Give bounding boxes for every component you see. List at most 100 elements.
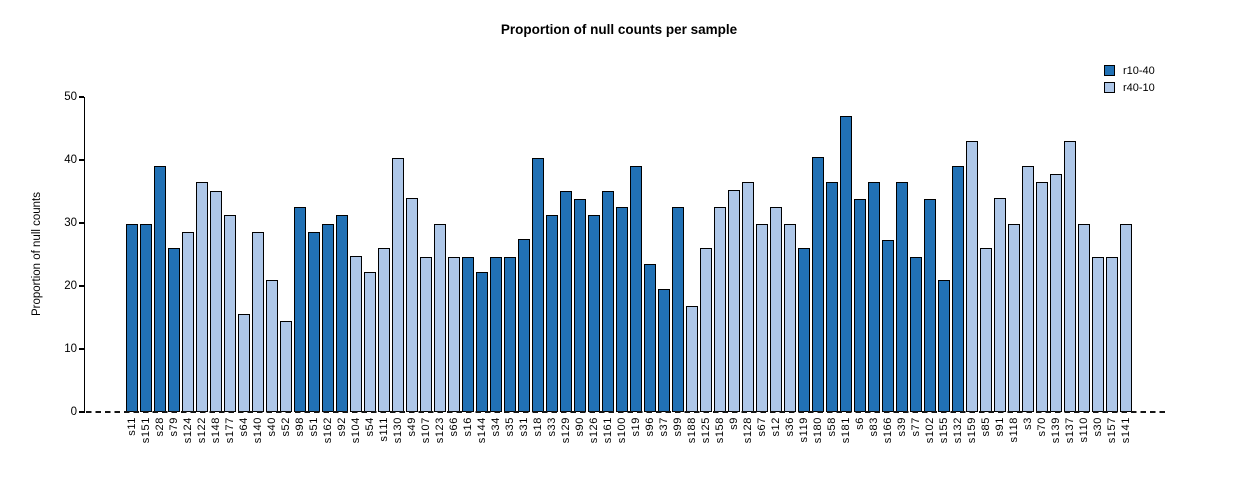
x-tick-label-s129: s129 xyxy=(559,417,572,444)
x-tick-label-s181: s181 xyxy=(839,417,852,444)
x-tick-label-s180: s180 xyxy=(811,417,824,444)
bar-s155 xyxy=(938,280,951,412)
bar-s31 xyxy=(518,239,531,412)
x-tick-label-s139: s139 xyxy=(1049,417,1062,444)
x-tick-label-s107: s107 xyxy=(419,417,432,444)
bar-s51 xyxy=(308,232,321,412)
bar-s159 xyxy=(966,141,979,412)
bar-s99 xyxy=(672,206,685,412)
y-tick-label: 40 xyxy=(64,154,77,166)
x-tick-label-s161: s161 xyxy=(601,417,614,444)
bar-s137 xyxy=(1064,141,1077,412)
bar-s181 xyxy=(840,115,853,412)
x-tick-label-s125: s125 xyxy=(699,417,712,444)
y-tick xyxy=(79,348,84,350)
y-tick-label: 10 xyxy=(64,343,77,355)
x-tick-label-s155: s155 xyxy=(937,417,950,444)
bar-s34 xyxy=(490,257,503,412)
x-tick-label-s51: s51 xyxy=(307,417,320,437)
bar-s125 xyxy=(700,247,713,412)
y-tick xyxy=(79,159,84,161)
bar-s139 xyxy=(1050,173,1063,412)
x-tick-label-s12: s12 xyxy=(769,417,782,437)
plot-area: 0 10 20 30 40 50 xyxy=(64,91,1166,418)
bar-s118 xyxy=(1008,223,1021,412)
x-tick-label-s104: s104 xyxy=(349,417,362,444)
bar-s158 xyxy=(714,206,727,412)
bar-s141 xyxy=(1120,223,1133,412)
x-tick-label-s110: s110 xyxy=(1077,417,1090,443)
bar-s35 xyxy=(504,257,517,412)
x-tick-label-s79: s79 xyxy=(167,417,180,437)
bar-s64 xyxy=(238,313,251,412)
bar-s129 xyxy=(560,190,573,412)
x-tick-label-s188: s188 xyxy=(685,417,698,444)
bar-s18 xyxy=(532,158,545,412)
x-tick-label-s70: s70 xyxy=(1035,417,1048,437)
legend-item-r40-10: r40-10 xyxy=(1104,79,1155,96)
bar-s83 xyxy=(868,182,881,412)
bar-s40 xyxy=(266,280,279,412)
bar-s37 xyxy=(658,288,671,412)
x-tick-label-s119: s119 xyxy=(797,417,810,443)
legend-label-r10-40: r10-40 xyxy=(1123,64,1155,77)
bar-s70 xyxy=(1036,182,1049,412)
bar-s188 xyxy=(686,305,699,412)
bar-s12 xyxy=(770,206,783,412)
bar-s16 xyxy=(462,257,475,412)
bar-s77 xyxy=(910,257,923,412)
x-tick-label-s123: s123 xyxy=(433,417,446,444)
x-tick-label-s158: s158 xyxy=(713,417,726,444)
bar-s39 xyxy=(896,182,909,412)
x-tick-label-s64: s64 xyxy=(237,417,250,437)
legend: r10-40 r40-10 xyxy=(1104,62,1155,96)
legend-label-r40-10: r40-10 xyxy=(1123,81,1155,94)
x-tick-label-s159: s159 xyxy=(965,417,978,444)
y-tick-label: 0 xyxy=(70,406,77,418)
bar-s140 xyxy=(252,232,265,412)
x-tick-label-s16: s16 xyxy=(461,417,474,437)
x-tick-label-s54: s54 xyxy=(363,417,376,437)
x-tick-label-s137: s137 xyxy=(1063,417,1076,444)
x-tick-label-s33: s33 xyxy=(545,417,558,437)
x-tick-label-s36: s36 xyxy=(783,417,796,437)
x-tick-label-s96: s96 xyxy=(643,417,656,437)
bar-s85 xyxy=(980,248,993,412)
bar-s58 xyxy=(826,182,839,412)
bar-s36 xyxy=(784,224,797,412)
x-tick-label-s28: s28 xyxy=(153,417,166,437)
bar-s28 xyxy=(154,165,167,412)
x-tick-label-s157: s157 xyxy=(1105,417,1118,444)
x-tick-label-s166: s166 xyxy=(881,417,894,444)
bar-s119 xyxy=(798,247,811,412)
bar-s96 xyxy=(644,263,657,412)
bar-s9 xyxy=(728,190,741,412)
y-tick-label: 30 xyxy=(64,217,77,229)
bar-s11 xyxy=(126,223,139,412)
bar-s49 xyxy=(406,198,419,412)
x-tick-label-s9: s9 xyxy=(727,417,740,430)
y-axis-title: Proportion of null counts xyxy=(31,191,43,317)
bar-s54 xyxy=(364,272,377,412)
y-tick-label: 20 xyxy=(64,280,77,292)
x-tick-label-s140: s140 xyxy=(251,417,264,444)
bar-s111 xyxy=(378,248,391,412)
x-tick-label-s58: s58 xyxy=(825,417,838,437)
x-tick-label-s39: s39 xyxy=(895,417,908,437)
bar-s3 xyxy=(1022,166,1035,412)
x-tick-label-s91: s91 xyxy=(993,417,1006,437)
legend-item-r10-40: r10-40 xyxy=(1104,62,1155,79)
x-tick-label-s18: s18 xyxy=(531,417,544,437)
bar-s128 xyxy=(742,182,755,412)
x-tick-label-s66: s66 xyxy=(447,417,460,437)
y-tick xyxy=(79,222,84,224)
bar-s151 xyxy=(140,223,153,412)
bar-s92 xyxy=(336,214,349,412)
x-axis-labels: s11 s151 s28 s79 s124 s122 s148 s177 s64 s140 s40 s… xyxy=(85,417,1166,477)
x-tick-label-s99: s99 xyxy=(671,417,684,437)
y-tick xyxy=(79,411,84,413)
x-tick-label-s141: s141 xyxy=(1119,417,1132,444)
x-tick-label-s144: s144 xyxy=(475,417,488,444)
bar-s123 xyxy=(434,223,447,412)
